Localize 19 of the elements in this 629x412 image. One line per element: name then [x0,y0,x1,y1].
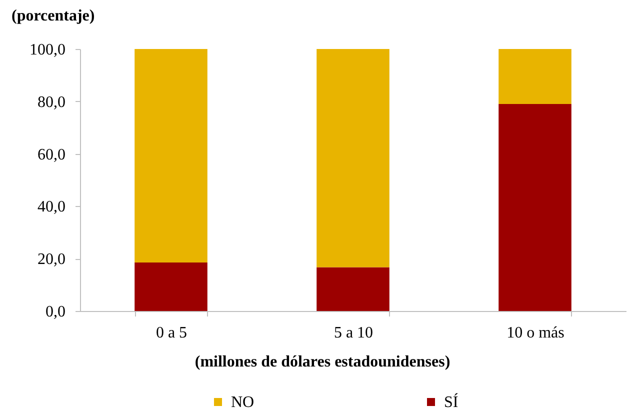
y-tick-label: 80,0 [38,94,66,111]
bar [134,262,208,311]
y-axis-title: (porcentaje) [12,8,95,24]
bar [316,49,390,268]
legend-label: NO [231,394,254,411]
x-tick-label: 10 o más [506,324,564,342]
bar [134,49,208,263]
y-tick-label: 40,0 [38,198,66,216]
y-tick-label: 100,0 [30,42,66,58]
bar [498,49,572,104]
bar [498,104,572,311]
y-tick-label: 60,0 [38,146,66,164]
y-tick-label: 20,0 [38,251,66,268]
bar [316,267,390,311]
x-tick-label: 5 a 10 [334,324,374,342]
y-tick-label: 0,0 [46,304,66,320]
legend-label: SÍ [444,393,458,411]
x-tick-label: 0 a 5 [156,324,188,342]
x-axis-title: (millones de dólares estadounidenses) [194,354,450,370]
